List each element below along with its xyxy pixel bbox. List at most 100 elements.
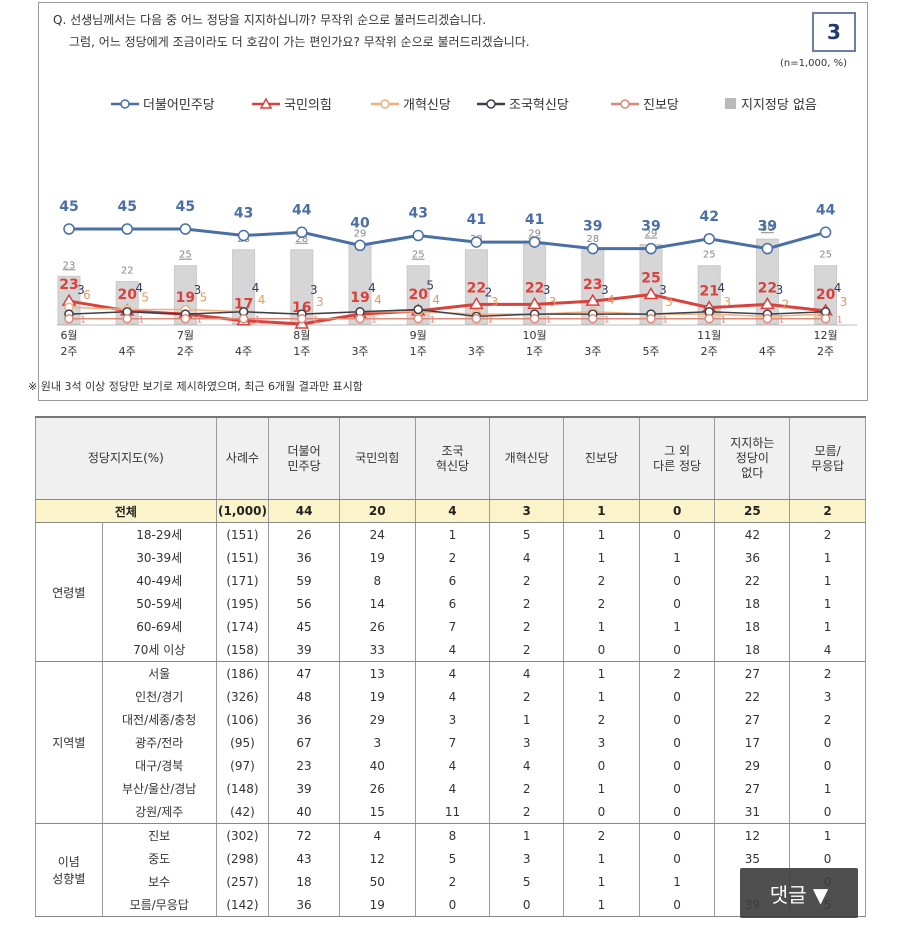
data-label-2-2: 5	[200, 291, 208, 305]
table-cell: 36	[714, 546, 791, 569]
bar-label-no-party-1: 22	[121, 266, 134, 277]
table-row: 연령별 18-29세 (151) 26 24 1 5 1 0 42 2	[35, 522, 866, 662]
table-cell: (195)	[215, 592, 270, 615]
table-cell: 3	[414, 708, 491, 731]
table-cell: 24	[338, 522, 416, 546]
table-cell: 1	[489, 823, 565, 847]
point-4-9	[588, 313, 598, 324]
data-label-2-0: 6	[83, 288, 91, 302]
table-cell: 1	[638, 870, 716, 893]
row-label: 대구/경북	[101, 754, 217, 777]
x-tick-week-8: 1주	[526, 345, 543, 358]
row-label: 모름/무응답	[101, 893, 217, 917]
table-cell: 2	[489, 615, 565, 638]
row-label: 서울	[101, 661, 217, 685]
table-cell: 0	[638, 754, 716, 777]
table-cell: 2	[563, 823, 640, 847]
data-label-1-11: 21	[699, 284, 718, 300]
row-label: 60-69세	[101, 615, 217, 638]
data-label-4-10: 1	[662, 316, 668, 326]
data-label-2-12: 2	[782, 297, 790, 311]
table-cell: 2	[789, 522, 866, 546]
table-cell: (158)	[215, 638, 270, 662]
data-label-3-3: 4	[252, 281, 260, 295]
legend-label-5: 지지정당 없음	[741, 98, 817, 113]
table-cell: 27	[714, 708, 791, 731]
point-4-3	[238, 313, 249, 324]
table-row: 지역별 서울 (186) 47 13 4 4 1 2 27 2	[35, 661, 866, 824]
legend-marker-4	[620, 99, 630, 109]
data-label-0-11: 42	[699, 209, 718, 225]
table-cell: (151)	[215, 522, 270, 546]
table-cell: 0	[638, 893, 716, 917]
point-0-8	[528, 236, 541, 248]
table-cell: 18	[714, 592, 791, 615]
question-line-1: Q. 선생님께서는 다음 중 어느 정당을 지지하십니까? 무작위 순으로 불러…	[53, 13, 487, 27]
table-cell: 36	[268, 708, 340, 731]
table-cell: 2	[489, 685, 565, 708]
table-cell: 47	[268, 661, 340, 685]
table-cell: 8	[338, 569, 416, 592]
bar-label-no-party-11: 25	[703, 250, 716, 261]
table-cell: 1	[563, 870, 640, 893]
row-label: 50-59세	[101, 592, 217, 615]
group-label: 이념 성향별	[35, 823, 103, 917]
data-label-3-7: 2	[485, 285, 493, 299]
table-cell: (298)	[215, 847, 270, 870]
bar-label-no-party-4: 28	[295, 234, 308, 245]
data-label-4-3: 1	[255, 316, 261, 326]
point-4-13	[820, 313, 831, 324]
data-label-2-13: 3	[840, 295, 848, 309]
table-row: 이념 성향별 진보 (302) 72 4 8 1 2 0 12 1	[35, 823, 866, 917]
table-cell: 72	[268, 823, 340, 847]
table-cell: 0	[638, 823, 716, 847]
data-label-2-6: 4	[432, 293, 440, 307]
crosstab-table: 정당지지도(%) 사례수 더불어 민주당 국민의힘 조국 혁신당 개혁신당 진보당 그 외 다른 정…	[35, 416, 866, 917]
series-line-1	[68, 292, 826, 326]
header-cell-4: 조국 혁신당	[414, 416, 491, 500]
table-row: 70세 이상 (158) 39 33 4 2 0 0 18 4	[36, 638, 866, 662]
x-tick-week-1: 4주	[119, 345, 136, 358]
point-4-12	[762, 313, 773, 324]
table-cell: 12	[338, 847, 416, 870]
series-line-0	[69, 227, 827, 251]
table-cell: 12	[714, 823, 791, 847]
bar-label-no-party-6: 25	[412, 250, 425, 261]
legend-label-3: 조국혁신당	[509, 98, 569, 113]
table-cell: 0	[638, 522, 716, 546]
table-cell: 2	[638, 661, 716, 685]
reply-button[interactable]: 댓글 ▼	[740, 868, 858, 918]
point-0-11	[703, 233, 715, 245]
table-cell: 18	[268, 870, 340, 893]
point-0-4	[296, 226, 308, 239]
header-cell-3: 국민의힘	[338, 416, 416, 500]
row-label: 18-29세	[101, 522, 217, 546]
point-4-8	[529, 313, 540, 324]
page-number-badge: 3	[812, 12, 856, 52]
table-cell: 45	[268, 615, 340, 638]
table-cell: 0	[638, 685, 716, 708]
row-label: 40-49세	[101, 569, 217, 592]
table-cell: 0	[638, 800, 716, 824]
unit-note: (n=1,000, %)	[780, 58, 848, 69]
table-cell: 1	[563, 499, 640, 523]
point-0-3	[237, 229, 250, 242]
x-tick-week-3: 4주	[235, 345, 252, 358]
data-label-0-5: 40	[350, 215, 370, 231]
table-cell: 4	[489, 754, 565, 777]
table-cell: 4	[338, 823, 416, 847]
group-label: 연령별	[35, 522, 103, 662]
table-cell: 1	[789, 592, 866, 615]
point-0-2	[179, 223, 192, 235]
chart-panel: Q. 선생님께서는 다음 중 어느 정당을 지지하십니까? 무작위 순으로 불러…	[38, 2, 868, 401]
table-cell: 0	[638, 708, 716, 731]
data-label-2-3: 4	[258, 293, 266, 307]
table-cell: 1	[638, 615, 716, 638]
table-cell: 0	[638, 777, 716, 800]
table-cell: 7	[414, 731, 491, 754]
data-label-0-10: 39	[641, 219, 660, 235]
table-cell: 1	[789, 615, 866, 638]
header-cell-8: 지지하는 정당이 없다	[714, 416, 791, 500]
table-cell: 2	[563, 592, 640, 615]
data-label-2-5: 4	[374, 293, 382, 307]
